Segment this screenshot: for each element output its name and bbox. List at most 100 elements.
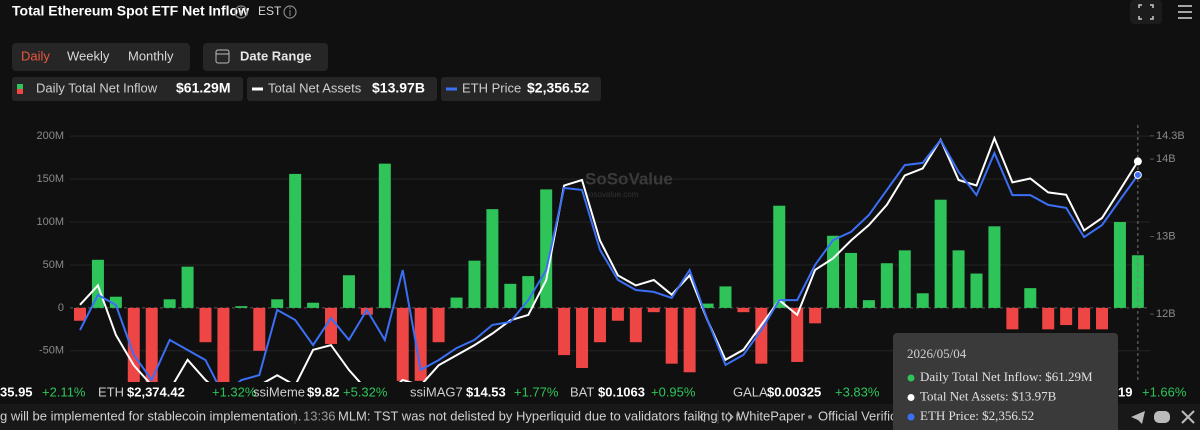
bar	[486, 209, 499, 308]
bar	[593, 307, 606, 343]
title: Total Ethereum Spot ETF Net Inflow	[12, 3, 249, 19]
ticker-price: $14.53	[466, 384, 506, 399]
bar	[1060, 307, 1073, 326]
legend-chip[interactable]	[441, 77, 601, 101]
bar	[1006, 307, 1019, 330]
bar	[91, 259, 104, 308]
plot-area	[74, 125, 1144, 382]
date-range-label[interactable]: Date Range	[240, 48, 312, 63]
bar	[109, 296, 122, 308]
bar	[611, 307, 624, 321]
legend-swatch	[17, 89, 23, 94]
bar	[683, 307, 696, 373]
tooltip-dot	[907, 413, 915, 421]
news-text: g will be implemented for stablecoin imp…	[0, 408, 301, 423]
tab[interactable]: Daily	[21, 48, 50, 63]
calendar-icon	[215, 49, 230, 64]
tooltip-row: Total Net Assets: $13.97B	[920, 388, 1057, 403]
bar	[163, 299, 176, 308]
bar	[844, 252, 857, 308]
bar	[235, 306, 248, 308]
ticker-change: +0.95%	[651, 384, 696, 399]
separator-dot	[808, 415, 812, 419]
fullscreen-button[interactable]	[1130, 0, 1162, 24]
tooltip-row: ETH Price: $2,356.52	[920, 408, 1034, 423]
legend-chip[interactable]	[247, 77, 437, 101]
ticker-change: +3.83%	[835, 384, 880, 399]
legend-value: $13.97B	[372, 80, 425, 96]
bar	[916, 293, 929, 308]
ticker-change: +5.32%	[343, 384, 388, 399]
bar	[414, 307, 427, 381]
y2-tick-label: 13B	[1156, 231, 1176, 243]
bar	[952, 250, 965, 308]
legend-label: ETH Price	[462, 80, 521, 95]
legend-chip[interactable]	[12, 77, 243, 101]
timezone[interactable]: EST	[258, 4, 282, 18]
y2-tick-label: 14B	[1156, 153, 1176, 165]
ticker-price: $0.1063	[598, 384, 645, 399]
bar	[719, 286, 732, 308]
ticker-symbol: BAT	[570, 384, 594, 399]
end-marker	[1133, 157, 1142, 166]
bar	[271, 299, 284, 308]
bar	[1042, 307, 1055, 330]
y-tick-label: -50M	[39, 345, 64, 357]
y2-tick-label: 14.3B	[1156, 130, 1185, 142]
scroll-left[interactable]	[699, 411, 706, 423]
legend-label: Total Net Assets	[268, 80, 362, 95]
tab[interactable]: Monthly	[128, 48, 174, 63]
date-range-button[interactable]	[203, 43, 328, 71]
menu-button[interactable]	[1178, 5, 1192, 19]
info-icon[interactable]	[234, 5, 248, 19]
ticker-change: +2.11%	[42, 384, 86, 399]
bar	[342, 275, 355, 308]
bar	[970, 273, 983, 308]
x-icon[interactable]	[1181, 410, 1195, 424]
bar	[1078, 307, 1091, 330]
bar	[253, 307, 266, 351]
ticker-price: $2,374.42	[127, 384, 185, 399]
news-time: 13:36	[303, 408, 336, 423]
scroll-right[interactable]	[727, 411, 734, 423]
tab-group	[12, 43, 190, 71]
bar	[647, 307, 660, 313]
discord-icon[interactable]	[1154, 411, 1170, 423]
footer-link[interactable]: WhitePaper	[737, 408, 806, 423]
y-tick-label: 200M	[36, 130, 64, 142]
bar	[289, 173, 302, 308]
bar	[450, 297, 463, 308]
ticker-price: $0.00325	[767, 384, 821, 399]
legend-value: $61.29M	[176, 80, 230, 96]
bar	[1024, 288, 1037, 308]
bar	[1113, 222, 1126, 308]
ticker-symbol: ssiMeme	[253, 384, 305, 399]
watermark-url: sosovalue.com	[585, 190, 639, 199]
ticker-price: 35.95	[0, 384, 33, 399]
telegram-icon[interactable]	[1131, 411, 1145, 424]
bar	[127, 307, 140, 382]
bar	[540, 189, 553, 308]
bar	[396, 307, 409, 381]
ticker-price: $9.82	[307, 384, 340, 399]
legend-swatch	[17, 84, 23, 89]
bar	[773, 205, 786, 308]
bar	[791, 307, 804, 362]
bar	[827, 235, 840, 308]
line	[79, 138, 1139, 382]
footer-link[interactable]: Official Verific	[818, 408, 897, 423]
ticker-change: +1.77%	[514, 384, 559, 399]
bar	[378, 163, 391, 308]
bar	[701, 303, 714, 308]
bar	[558, 307, 571, 356]
bar	[629, 307, 642, 343]
bar	[898, 250, 911, 308]
bar	[217, 307, 230, 382]
info-icon[interactable]	[283, 5, 297, 19]
bar	[1096, 307, 1109, 330]
bar	[809, 307, 822, 324]
tab[interactable]: Weekly	[67, 48, 110, 63]
bar	[199, 307, 212, 343]
